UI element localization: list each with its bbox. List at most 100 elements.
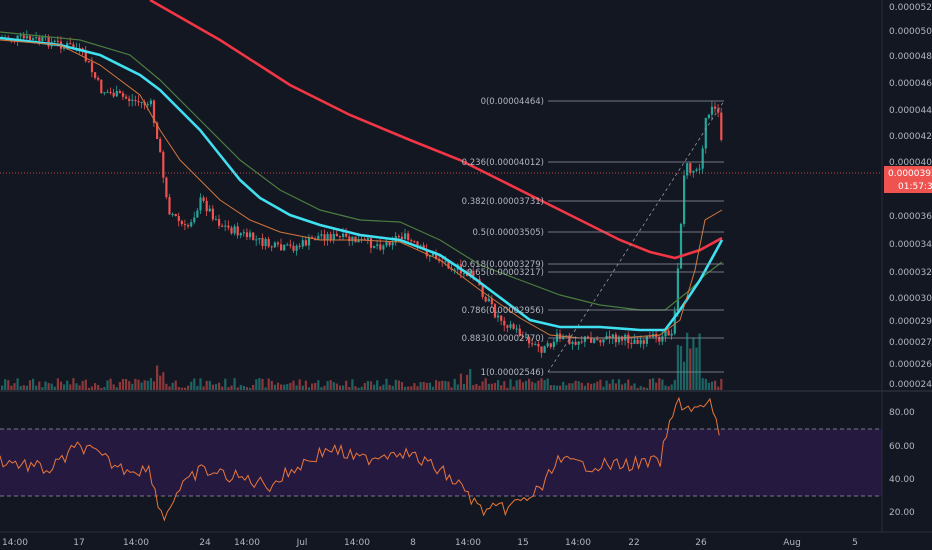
- volume-bar: [717, 386, 720, 390]
- ma-green: [0, 31, 723, 311]
- volume-bar: [673, 379, 676, 390]
- volume-bar: [75, 383, 78, 390]
- candle-body: [608, 335, 611, 339]
- volume-bar: [568, 383, 571, 390]
- candle-body: [366, 238, 369, 240]
- candle-body: [335, 233, 338, 237]
- price-pane: 0(0.00004464) 0.236(0.00004012) 0.382(0.00…: [0, 0, 882, 390]
- candle-body: [410, 240, 413, 242]
- candle-body: [47, 36, 50, 47]
- candle-body: [419, 245, 422, 247]
- candle-body: [645, 336, 648, 344]
- candle-body: [683, 175, 686, 224]
- candle-body: [190, 222, 193, 227]
- volume-bar: [168, 386, 171, 390]
- volume-bar: [704, 378, 707, 390]
- volume-bar: [596, 381, 599, 390]
- volume-bar: [413, 383, 416, 390]
- volume-bar: [224, 378, 227, 390]
- current-price-tag: [884, 166, 932, 193]
- price-axis[interactable]: 0.00005200 0.00005000 0.00004800 0.00004600…: [881, 0, 932, 532]
- price-tick-labels: 0.00005200 0.00005000 0.00004800 0.00004600…: [889, 3, 932, 390]
- candle-body: [131, 99, 134, 101]
- candle-body: [633, 339, 636, 344]
- volume-bar: [462, 383, 466, 390]
- volume-bar: [53, 386, 56, 390]
- time-tick: Jul: [296, 538, 308, 548]
- volume-bar: [199, 378, 202, 390]
- volume-bar: [565, 385, 568, 390]
- candle-body: [580, 341, 583, 343]
- volume-bar: [559, 385, 562, 390]
- volume-bar: [540, 378, 543, 390]
- candle-body: [165, 177, 168, 198]
- volume-bar: [357, 387, 360, 390]
- volume-bar: [493, 382, 497, 390]
- candle-body: [676, 268, 679, 312]
- volume-bar: [16, 378, 19, 390]
- candle-body: [332, 233, 335, 241]
- volume-bar: [466, 374, 469, 390]
- volume-bar: [87, 387, 90, 390]
- candle-body: [552, 341, 555, 347]
- volume-bar: [261, 378, 264, 390]
- candle-body: [462, 273, 466, 275]
- volume-bar: [311, 383, 314, 390]
- candle-body: [593, 338, 596, 343]
- candle-body: [586, 336, 590, 338]
- time-tick-labels: 14:00 17 14:00 24 14:00 Jul 14:00 8 14:00 15 14:00…: [2, 538, 858, 548]
- volume-bar: [109, 378, 112, 390]
- candle-body: [701, 148, 704, 169]
- candle-body: [249, 232, 252, 238]
- candle-body: [348, 236, 351, 242]
- candle-body: [590, 337, 593, 343]
- candle-body: [404, 233, 407, 240]
- volume-bar: [621, 384, 624, 390]
- fib-level-label: 0.618(0.00003279): [462, 260, 544, 270]
- candle-body: [56, 40, 59, 42]
- candle-body: [357, 239, 360, 243]
- volume-bar: [90, 386, 94, 390]
- candle-body: [304, 240, 307, 246]
- candle-body: [565, 335, 568, 337]
- candle-body: [546, 343, 549, 347]
- price-tick: 0.00004400: [889, 106, 932, 116]
- candle-body: [351, 236, 354, 242]
- volume-bar: [695, 347, 698, 390]
- volume-bar: [351, 379, 354, 390]
- volume-bar: [534, 383, 537, 390]
- volume-bar: [645, 387, 648, 390]
- time-axis[interactable]: 14:00 17 14:00 24 14:00 Jul 14:00 8 14:00 15 14:00…: [0, 531, 932, 548]
- candle-body: [670, 333, 673, 336]
- candle-body: [205, 200, 208, 212]
- volume-bar: [614, 383, 617, 390]
- volume-bar: [32, 378, 35, 390]
- volume-bar: [630, 385, 633, 390]
- volume-bar: [338, 385, 342, 390]
- volume-bar: [689, 348, 692, 390]
- volume-bar: [348, 387, 351, 390]
- candle-body: [171, 213, 174, 215]
- candle-body: [224, 225, 227, 227]
- candle-body: [69, 43, 72, 45]
- candle-body: [261, 237, 264, 247]
- candle-body: [22, 35, 25, 39]
- volume-bar: [456, 384, 459, 390]
- volume-bar: [391, 385, 394, 390]
- candle-body: [704, 117, 707, 149]
- rsi-band-fill: [0, 429, 882, 496]
- candle-body: [134, 99, 137, 102]
- volume-bar: [249, 387, 252, 390]
- volume-bar: [171, 382, 174, 390]
- rsi-tick: 20.00: [889, 508, 915, 518]
- candle-body: [500, 315, 503, 321]
- volume-bar: [416, 386, 419, 390]
- candle-body: [667, 330, 670, 336]
- volume-bar: [652, 378, 655, 390]
- volume-bar: [469, 369, 472, 390]
- candle-body: [472, 270, 475, 279]
- candle-body: [258, 237, 261, 240]
- volume-bar: [193, 378, 196, 390]
- candle-body: [599, 339, 602, 343]
